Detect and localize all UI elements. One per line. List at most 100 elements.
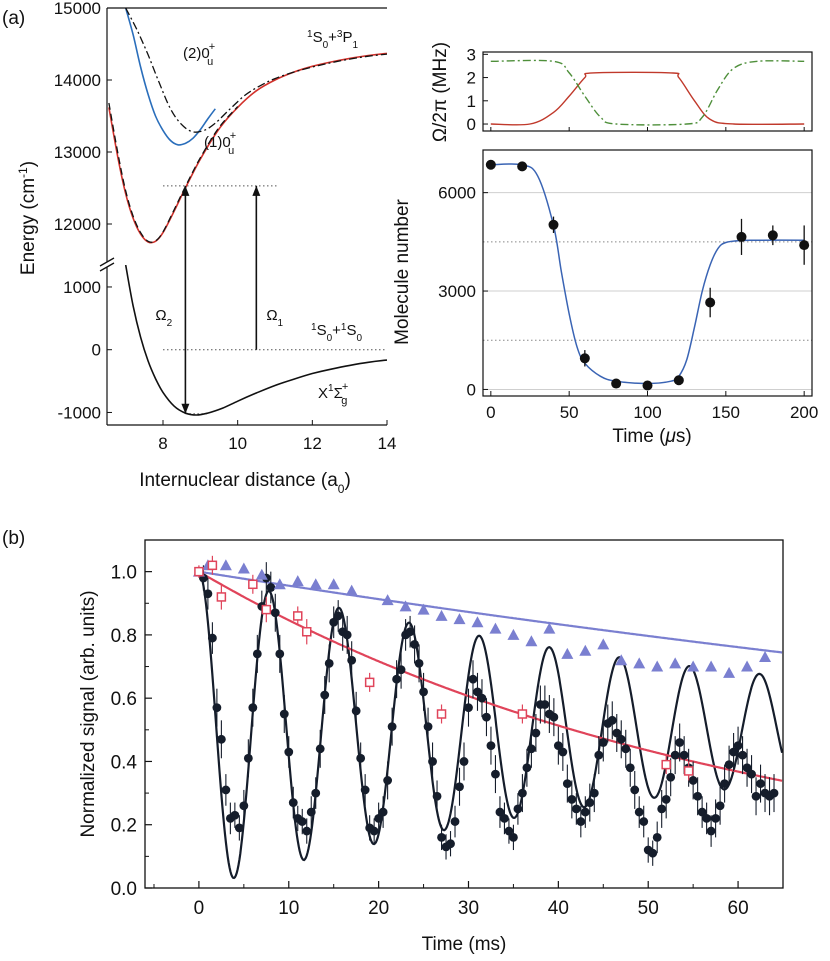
potential-curve-4 bbox=[124, 265, 387, 416]
square-data-point bbox=[517, 709, 528, 719]
circle-data-point bbox=[243, 753, 253, 763]
triangle-data-point bbox=[417, 603, 430, 615]
circle-data-point bbox=[414, 658, 424, 668]
circle-data-point bbox=[670, 750, 680, 760]
circle-data-point bbox=[396, 665, 406, 675]
circle-data-point bbox=[504, 826, 514, 836]
circle-data-point bbox=[729, 747, 738, 757]
molecule-x-tick-label: 200 bbox=[790, 403, 818, 422]
square-data-point bbox=[194, 566, 204, 577]
rabi-series-0 bbox=[490, 71, 805, 126]
triangle-data-point bbox=[525, 635, 538, 647]
molecule-data-point bbox=[517, 161, 528, 172]
circle-data-point bbox=[540, 700, 550, 709]
axis-break-mark-1 bbox=[99, 257, 115, 267]
circle-data-point bbox=[720, 779, 729, 788]
rabi-y-tick-label: 2 bbox=[467, 69, 476, 88]
x-tick-label: 12 bbox=[303, 434, 322, 453]
circle-data-point bbox=[387, 722, 397, 732]
circle-data-point bbox=[553, 741, 563, 751]
arrow-head-1 bbox=[252, 185, 261, 196]
circle-data-point bbox=[266, 583, 276, 592]
decay-x-tick-label: 0 bbox=[194, 898, 205, 919]
circle-data-point bbox=[324, 658, 334, 668]
circle-data-point bbox=[513, 804, 523, 814]
triangle-data-point bbox=[633, 657, 646, 669]
circle-data-point bbox=[612, 728, 622, 738]
circle-data-point bbox=[652, 832, 662, 842]
circle-data-point bbox=[230, 810, 240, 820]
circle-data-point bbox=[585, 798, 595, 807]
circle-data-point bbox=[558, 747, 568, 757]
rabi-frame-box bbox=[482, 51, 813, 132]
molecule-data-point bbox=[673, 375, 684, 386]
circle-data-point bbox=[203, 589, 213, 599]
circle-data-point bbox=[248, 703, 258, 713]
square-data-point bbox=[683, 766, 694, 776]
decay-y-tick-label: 0.2 bbox=[111, 816, 137, 837]
circle-data-point bbox=[464, 703, 473, 713]
decay-x-tick-label: 10 bbox=[278, 898, 299, 919]
circle-data-point bbox=[482, 712, 491, 722]
molecule-data-point bbox=[485, 159, 496, 170]
circle-data-point bbox=[706, 826, 716, 836]
circle-data-point bbox=[562, 779, 572, 788]
circle-data-point bbox=[679, 750, 689, 760]
circle-data-point bbox=[275, 649, 285, 659]
circle-data-point bbox=[715, 801, 725, 811]
circle-data-point bbox=[315, 744, 325, 754]
circle-data-point bbox=[288, 798, 298, 807]
triangle-data-point bbox=[741, 660, 754, 672]
circle-data-point bbox=[477, 693, 487, 703]
triangle-data-point bbox=[399, 600, 412, 612]
potential-curve-3 bbox=[125, 8, 387, 133]
circle-data-point bbox=[221, 785, 231, 795]
circle-data-point bbox=[531, 728, 541, 738]
molecule-frame-box bbox=[482, 149, 813, 397]
circle-data-point bbox=[216, 734, 226, 744]
circle-data-point bbox=[437, 832, 446, 842]
triangle-data-point bbox=[687, 660, 700, 672]
lower-curves bbox=[124, 265, 387, 416]
triangle-data-point bbox=[579, 644, 592, 656]
coherence-decay-chart: 0.0 0.2 0.4 0.6 0.8 1.0 0 10 20 30 40 50 60 Normaliz… bbox=[78, 539, 784, 955]
x-tick-label: 8 bbox=[158, 434, 167, 453]
molecule-data-point bbox=[736, 231, 747, 242]
circle-data-point bbox=[733, 741, 743, 751]
lower-y-tick-label: 0 bbox=[92, 341, 101, 360]
circle-data-point bbox=[666, 772, 676, 782]
triangle-data-point bbox=[453, 613, 466, 625]
circle-data-point bbox=[302, 826, 312, 836]
triangle-data-point bbox=[381, 594, 394, 606]
circle-data-point bbox=[634, 807, 644, 817]
potential-axes bbox=[99, 7, 387, 426]
decay-y-tick-label: 0.4 bbox=[111, 752, 138, 773]
asymptote-lower-label: 1S0+1S0 bbox=[311, 322, 362, 344]
triangle-data-point bbox=[309, 578, 322, 590]
triangle-data-point bbox=[489, 622, 502, 634]
circle-data-point bbox=[239, 801, 249, 811]
circle-data-point bbox=[518, 788, 527, 798]
circle-data-point bbox=[342, 630, 352, 640]
circle-data-point bbox=[661, 795, 671, 804]
circle-data-point bbox=[688, 776, 698, 785]
square-data-point bbox=[261, 604, 272, 615]
circle-data-point bbox=[347, 655, 357, 665]
triangle-data-point bbox=[237, 562, 250, 574]
molecule-number-chart: 0 3000 6000 0 50 100 150 200 Molecule number Ti… bbox=[392, 149, 818, 447]
circle-data-point bbox=[360, 785, 370, 795]
circle-data-point bbox=[580, 807, 590, 817]
decay-y-tick-label: 1.0 bbox=[111, 563, 137, 584]
arrow-sub: 1 bbox=[278, 318, 284, 329]
decay-x-tick-label: 40 bbox=[548, 898, 569, 919]
molecule-x-label: Time (μs) bbox=[612, 426, 691, 447]
molecule-y-label: Molecule number bbox=[392, 198, 413, 344]
molecule-y-tick-label: 0 bbox=[467, 380, 476, 399]
arrow-head-0 bbox=[181, 403, 190, 414]
circle-data-point bbox=[576, 817, 586, 826]
circle-data-point bbox=[432, 791, 442, 801]
molecule-fit bbox=[490, 163, 805, 385]
triangle-data-point bbox=[219, 559, 232, 571]
circle-data-point bbox=[311, 788, 321, 798]
circle-data-point bbox=[423, 722, 433, 732]
